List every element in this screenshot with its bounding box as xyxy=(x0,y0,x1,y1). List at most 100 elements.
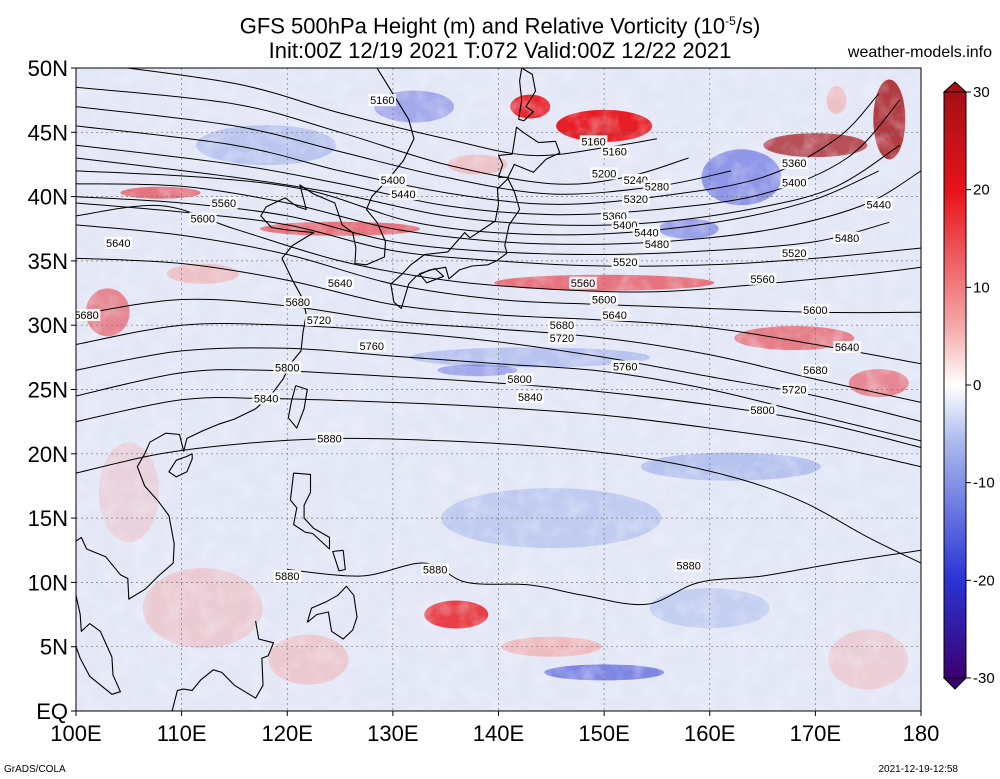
contour-label-text: 5680 xyxy=(286,297,310,309)
contour-label-bg xyxy=(622,173,650,186)
contour-label-9: 5400 xyxy=(379,173,407,187)
lon-tick-label: 160E xyxy=(684,721,735,746)
contour-label-36: 5760 xyxy=(357,339,386,353)
contour-label-text: 5520 xyxy=(782,248,806,260)
contour-label-45: 5880 xyxy=(421,563,449,577)
latitude-axis: 50N 45N 40N 35N 30N 25N 20N 15N 10N 5N EQ xyxy=(28,56,76,724)
contour-label-37: 5760 xyxy=(611,360,640,373)
contour-label-text: 5720 xyxy=(550,333,574,345)
contour-label-bg xyxy=(104,236,133,249)
contour-label-bg xyxy=(357,339,386,352)
contour-label-25: 5640 xyxy=(104,236,133,250)
plot-area: 5160516051605200524052805320536053605400… xyxy=(76,68,921,711)
contour-label-35: 5720 xyxy=(780,383,809,397)
contour-label-41: 5840 xyxy=(252,392,280,406)
contour-label-text: 5320 xyxy=(624,194,648,206)
lon-tick-label: 100E xyxy=(50,721,101,746)
contour-label-34: 5720 xyxy=(548,332,576,345)
contour-label-bg xyxy=(643,180,671,193)
lat-tick-label: EQ xyxy=(36,699,68,724)
contour-label-text: 5440 xyxy=(391,189,415,201)
contour-label-text: 5800 xyxy=(750,405,774,417)
coastline-2 xyxy=(168,453,193,478)
contour-label-bg xyxy=(611,218,640,231)
colorbar-scale xyxy=(943,91,967,679)
contour-label-text: 5440 xyxy=(867,199,891,211)
lon-tick-label: 110E xyxy=(157,721,207,746)
contour-label-text: 5600 xyxy=(592,294,616,306)
contour-label-bg xyxy=(379,173,407,186)
footer-timestamp: 2021-12-19-12:58 xyxy=(878,764,958,775)
coastline-6 xyxy=(497,126,561,178)
lat-tick-label: 35N xyxy=(28,249,68,274)
contour-label-bg xyxy=(643,238,671,251)
contour-label-bg xyxy=(305,314,333,327)
title-text: GFS 500hPa Height (m) and Relative Vorti… xyxy=(239,13,726,39)
contour-label-text: 5680 xyxy=(803,365,827,377)
contour-label-3: 5200 xyxy=(590,167,618,180)
contour-label-40: 5800 xyxy=(748,404,777,417)
contour-label-bg xyxy=(748,404,777,417)
contour-label-bg xyxy=(421,563,449,576)
contour-label-text: 5760 xyxy=(613,361,637,373)
coastline-3 xyxy=(287,385,308,429)
contour-label-38: 5800 xyxy=(273,361,302,375)
colorbar-tick-label: 0 xyxy=(973,377,981,394)
contour-label-text: 5160 xyxy=(581,136,605,148)
contour-label-bg xyxy=(548,319,576,332)
contour-label-19: 5560 xyxy=(210,197,238,210)
site-credit: weather-models.info xyxy=(847,44,992,61)
contour-label-bg xyxy=(600,209,629,222)
contour-label-text: 5400 xyxy=(782,177,806,189)
contour-5880-south xyxy=(287,549,921,606)
contour-5680 xyxy=(76,298,921,403)
contour-label-text: 5600 xyxy=(191,213,215,225)
contour-5640 xyxy=(76,257,921,365)
contour-label-bg xyxy=(780,383,809,396)
contour-label-bg xyxy=(579,135,608,148)
lat-tick-label: 40N xyxy=(28,185,68,210)
contour-label-23: 5600 xyxy=(590,293,618,306)
contour-label-21: 5560 xyxy=(748,272,777,286)
contour-label-11: 5400 xyxy=(780,176,809,189)
lon-tick-label: 130E xyxy=(367,721,418,746)
contour-label-bg xyxy=(780,157,809,170)
contour-label-text: 5600 xyxy=(803,305,827,317)
contour-label-text: 5440 xyxy=(634,228,658,240)
lat-tick-label: 10N xyxy=(28,570,68,595)
contour-label-bg xyxy=(600,145,629,158)
contour-label-bg xyxy=(833,231,861,244)
contour-label-15: 5480 xyxy=(643,238,671,251)
lat-tick-label: 5N xyxy=(40,635,68,660)
grid-lines xyxy=(76,68,921,711)
contour-label-text: 5760 xyxy=(360,341,384,353)
contour-5440 xyxy=(76,170,921,245)
coastline-9 xyxy=(332,549,346,572)
contour-5840 xyxy=(76,397,921,468)
contour-label-text: 5160 xyxy=(602,147,626,159)
contour-label-bg xyxy=(780,247,809,260)
contour-labels: 5160516051605200524052805320536053605400… xyxy=(76,94,893,583)
contour-label-text: 5400 xyxy=(613,220,637,232)
contour-label-14: 5440 xyxy=(864,198,893,211)
footer-software: GrADS/COLA xyxy=(4,764,66,775)
contour-label-text: 5880 xyxy=(423,565,447,577)
colorbar-ticks: 30 20 10 0 -10 -20 -30 xyxy=(966,84,995,687)
contour-label-bg xyxy=(569,276,597,289)
contour-label-bg xyxy=(516,391,544,404)
contour-label-bg xyxy=(632,226,661,239)
contour-label-bg xyxy=(76,308,101,321)
contour-label-bg xyxy=(801,303,830,316)
contour-5360 xyxy=(76,144,901,226)
contour-label-bg xyxy=(622,193,650,206)
lon-tick-label: 140E xyxy=(473,721,524,746)
contour-label-17: 5520 xyxy=(611,256,640,269)
contour-label-bg xyxy=(505,373,534,386)
colorbar-tick-label: 20 xyxy=(973,182,990,199)
contour-label-text: 5720 xyxy=(782,385,806,397)
contour-label-text: 5200 xyxy=(592,168,616,180)
contour-label-bg xyxy=(252,392,280,405)
contour-label-text: 5640 xyxy=(602,310,626,322)
contour-label-46: 5880 xyxy=(674,559,703,573)
